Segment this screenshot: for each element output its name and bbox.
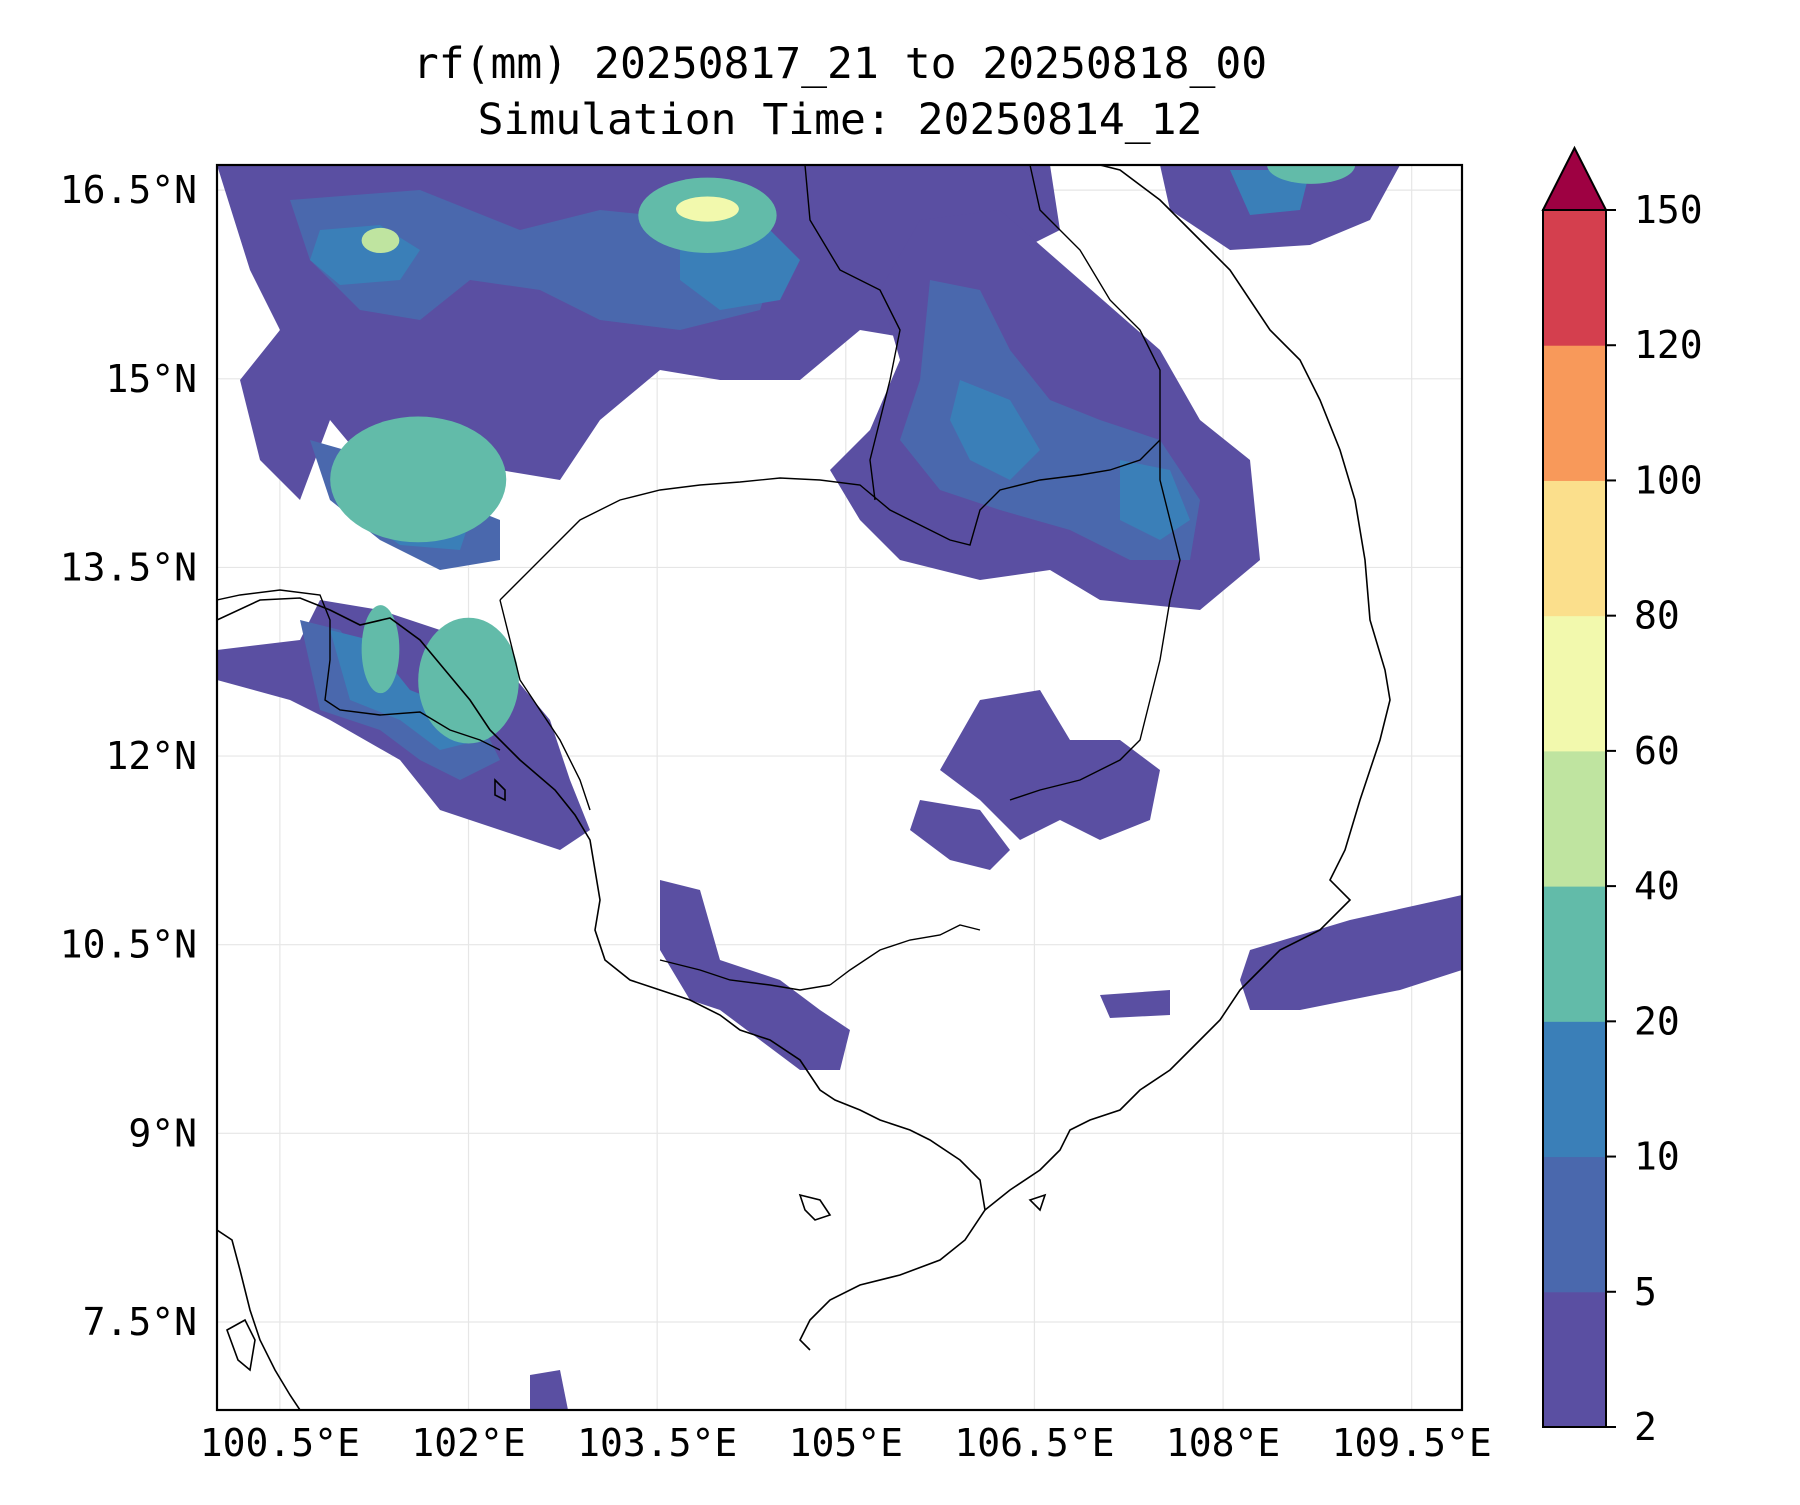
colorbar-segment	[1543, 1156, 1606, 1293]
coastlines	[217, 165, 1391, 1410]
rain-cells	[330, 165, 1356, 744]
lon-tick-label: 100.5°E	[200, 1421, 360, 1465]
colorbar-segment	[1543, 345, 1606, 481]
lat-tick-label: 13.5°N	[60, 545, 197, 589]
colorbar-segment	[1543, 886, 1606, 1022]
rain-cell	[676, 196, 739, 222]
colorbar-tick-label: 150	[1634, 188, 1703, 232]
colorbar-extend-arrow	[1541, 145, 1608, 211]
colorbar: 2 5 10 20 40 60 80 100 120 150	[1541, 145, 1703, 1449]
rain-area-east2-10mm	[1120, 460, 1190, 540]
colorbar-tick-label: 60	[1634, 729, 1680, 773]
lat-tick-label: 7.5°N	[83, 1300, 197, 1344]
rain-cell	[1267, 165, 1356, 184]
latitude-ticks: 7.5°N 9°N 10.5°N 12°N 13.5°N 15°N 16.5°N	[60, 168, 197, 1344]
rain-cell	[330, 416, 507, 543]
rain-area-cambodia-center	[940, 690, 1160, 840]
longitude-ticks: 100.5°E 102°E 103.5°E 105°E 106.5°E 108°E 109.…	[200, 1421, 1492, 1465]
title-line-2: Simulation Time: 20250814_12	[478, 95, 1203, 145]
colorbar-segment	[1543, 210, 1606, 346]
lat-tick-label: 16.5°N	[60, 168, 197, 212]
lon-tick-label: 108°E	[1166, 1421, 1280, 1465]
colorbar-segment	[1543, 480, 1606, 617]
rain-cell	[361, 605, 400, 694]
colorbar-tick-label: 2	[1634, 1405, 1657, 1449]
rainfall-field	[217, 165, 1462, 1410]
colorbar-tick-label: 5	[1634, 1270, 1657, 1314]
rain-area-southeast	[1240, 895, 1462, 1010]
colorbar-segment	[1543, 1021, 1606, 1158]
lon-tick-label: 103.5°E	[577, 1421, 737, 1465]
rain-cell	[418, 617, 519, 744]
lon-tick-label: 106.5°E	[954, 1421, 1114, 1465]
colorbar-frame	[1542, 209, 1607, 1428]
rain-area-small-east	[1100, 990, 1170, 1018]
lat-tick-label: 12°N	[105, 734, 197, 778]
colorbar-tick-label: 10	[1634, 1135, 1680, 1179]
lat-tick-label: 9°N	[128, 1111, 197, 1155]
colorbar-tick-label: 120	[1634, 323, 1703, 367]
country-borders	[217, 165, 1181, 991]
rain-area-east-10mm	[950, 380, 1040, 480]
colorbar-segment	[1543, 750, 1606, 887]
colorbar-tick-label: 100	[1634, 458, 1703, 502]
rain-area-small-south	[530, 1370, 568, 1410]
colorbar-segment	[1543, 1291, 1606, 1428]
map-frame	[215, 163, 1464, 1412]
rain-area-gulf	[660, 880, 850, 1070]
lon-tick-label: 109.5°E	[1332, 1421, 1492, 1465]
colorbar-segment	[1543, 615, 1606, 752]
colorbar-tick-label: 40	[1634, 864, 1680, 908]
map-area	[217, 165, 1462, 1410]
title-line-1: rf(mm) 20250817_21 to 20250818_00	[413, 39, 1267, 89]
lon-tick-label: 105°E	[789, 1421, 903, 1465]
rain-cell	[361, 227, 400, 254]
colorbar-tick-label: 20	[1634, 999, 1680, 1043]
colorbar-tick-label: 80	[1634, 594, 1680, 638]
rain-area-cambodia-south	[910, 800, 1010, 870]
lat-tick-label: 15°N	[105, 357, 197, 401]
lat-tick-label: 10.5°N	[60, 923, 197, 967]
lon-tick-label: 102°E	[411, 1421, 525, 1465]
